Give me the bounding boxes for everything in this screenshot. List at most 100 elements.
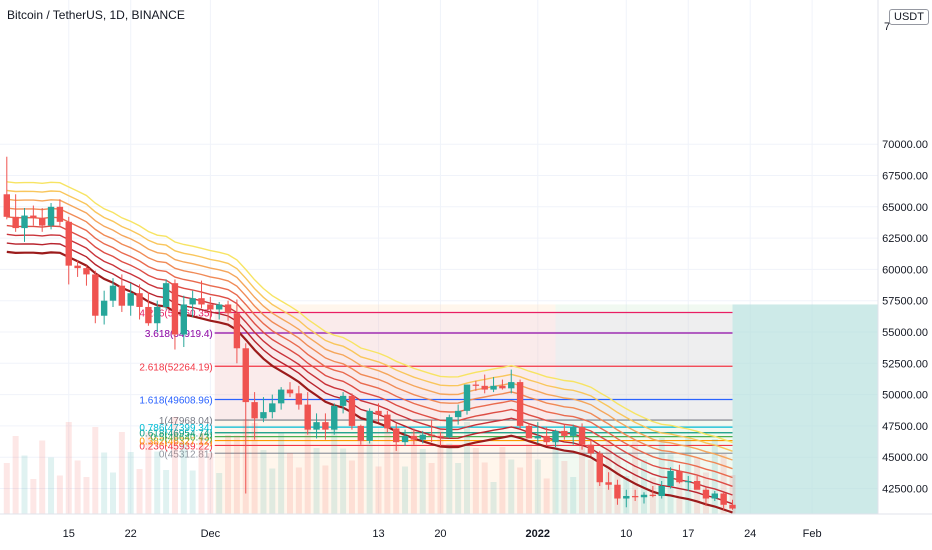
- candle-body[interactable]: [224, 304, 232, 314]
- price-tick-label: 70000.00: [882, 139, 928, 151]
- candle-body[interactable]: [30, 215, 37, 219]
- candle-body[interactable]: [118, 285, 126, 306]
- candle-body[interactable]: [401, 435, 409, 443]
- candle-body[interactable]: [260, 412, 267, 419]
- candle-body[interactable]: [578, 427, 586, 445]
- candle-body[interactable]: [331, 405, 338, 430]
- candle-body[interactable]: [3, 194, 10, 217]
- candle-body[interactable]: [631, 496, 639, 498]
- volume-bar: [198, 433, 205, 514]
- currency-badge[interactable]: USDT: [889, 9, 929, 25]
- candle-body[interactable]: [490, 385, 497, 390]
- volume-bar: [92, 427, 99, 514]
- candle-body[interactable]: [720, 493, 727, 505]
- volume-bar: [596, 470, 603, 514]
- candle-body[interactable]: [162, 283, 170, 307]
- candle-body[interactable]: [543, 435, 550, 443]
- candle-body[interactable]: [339, 395, 347, 406]
- candle-body[interactable]: [189, 298, 196, 305]
- volume-bar: [499, 447, 506, 514]
- candle-body[interactable]: [596, 453, 603, 483]
- ema-ribbon-line: [6, 189, 733, 452]
- candle-body[interactable]: [570, 427, 577, 436]
- candle-body[interactable]: [100, 300, 108, 316]
- candle-body[interactable]: [393, 428, 400, 443]
- volume-bar: [313, 448, 320, 514]
- volume-bar: [30, 479, 37, 514]
- volume-bar: [711, 439, 718, 514]
- candle-body[interactable]: [216, 304, 223, 310]
- candle-body[interactable]: [136, 293, 143, 307]
- candle-body[interactable]: [384, 414, 391, 429]
- candle-body[interactable]: [702, 489, 710, 499]
- candle-body[interactable]: [39, 218, 46, 226]
- candle-body[interactable]: [446, 417, 453, 438]
- candle-body[interactable]: [366, 410, 373, 441]
- candle-body[interactable]: [516, 382, 524, 426]
- candle-body[interactable]: [233, 313, 241, 349]
- candle-body[interactable]: [145, 306, 152, 324]
- candle-body[interactable]: [614, 484, 621, 499]
- candle-body[interactable]: [508, 382, 515, 389]
- candle-body[interactable]: [207, 304, 214, 310]
- candle-body[interactable]: [640, 494, 648, 498]
- candle-body[interactable]: [313, 422, 320, 430]
- candle-body[interactable]: [525, 425, 533, 439]
- candle-body[interactable]: [171, 283, 179, 335]
- candle-body[interactable]: [180, 304, 187, 335]
- candle-body[interactable]: [251, 402, 258, 419]
- candle-body[interactable]: [472, 384, 480, 386]
- candle-body[interactable]: [454, 410, 462, 418]
- candle-body[interactable]: [499, 385, 506, 389]
- candle-body[interactable]: [56, 206, 64, 222]
- candle-body[interactable]: [729, 504, 736, 509]
- candle-body[interactable]: [685, 480, 692, 483]
- candle-body[interactable]: [277, 389, 285, 404]
- candle-body[interactable]: [534, 435, 541, 439]
- candle-body[interactable]: [286, 389, 294, 394]
- candle-body[interactable]: [552, 430, 559, 443]
- candle-body[interactable]: [561, 430, 568, 436]
- candle-body[interactable]: [269, 403, 276, 413]
- candle-body[interactable]: [605, 482, 612, 485]
- candle-body[interactable]: [623, 496, 630, 499]
- candle-body[interactable]: [375, 410, 382, 415]
- candle-body[interactable]: [658, 485, 665, 497]
- candle-body[interactable]: [154, 306, 161, 324]
- candle-body[interactable]: [322, 422, 329, 430]
- volume-bar: [145, 432, 152, 514]
- candle-body[interactable]: [667, 470, 674, 486]
- candle-body[interactable]: [649, 494, 657, 497]
- candle-body[interactable]: [47, 206, 55, 226]
- candle-body[interactable]: [21, 215, 28, 229]
- price-tick-label: 62500.00: [882, 233, 928, 245]
- candle-body[interactable]: [65, 221, 72, 266]
- candle-body[interactable]: [109, 285, 117, 301]
- candle-body[interactable]: [463, 384, 471, 411]
- candle-body[interactable]: [711, 493, 718, 499]
- candle-body[interactable]: [83, 268, 90, 275]
- candle-body[interactable]: [676, 470, 683, 483]
- fib-level-label: 3.618(54919.4): [145, 329, 213, 340]
- candle-body[interactable]: [74, 265, 81, 269]
- candle-body[interactable]: [419, 434, 426, 440]
- candle-body[interactable]: [92, 274, 99, 316]
- candle-body[interactable]: [587, 444, 595, 454]
- candle-body[interactable]: [693, 480, 701, 490]
- candle-body[interactable]: [357, 425, 364, 441]
- candle-body[interactable]: [348, 395, 356, 426]
- symbol-title[interactable]: Bitcoin / TetherUS, 1D, BINANCE: [7, 8, 185, 22]
- candle-body[interactable]: [410, 435, 418, 440]
- candle-body[interactable]: [12, 216, 19, 229]
- candle-body[interactable]: [242, 348, 249, 403]
- volume-bar: [21, 455, 28, 514]
- candle-body[interactable]: [304, 404, 311, 430]
- candle-body[interactable]: [481, 385, 488, 390]
- candle-body[interactable]: [295, 393, 303, 405]
- candle-body[interactable]: [198, 298, 205, 305]
- ema-ribbon-line: [6, 207, 733, 470]
- candle-body[interactable]: [428, 434, 435, 436]
- candle-body[interactable]: [437, 435, 444, 438]
- candle-body[interactable]: [127, 293, 134, 306]
